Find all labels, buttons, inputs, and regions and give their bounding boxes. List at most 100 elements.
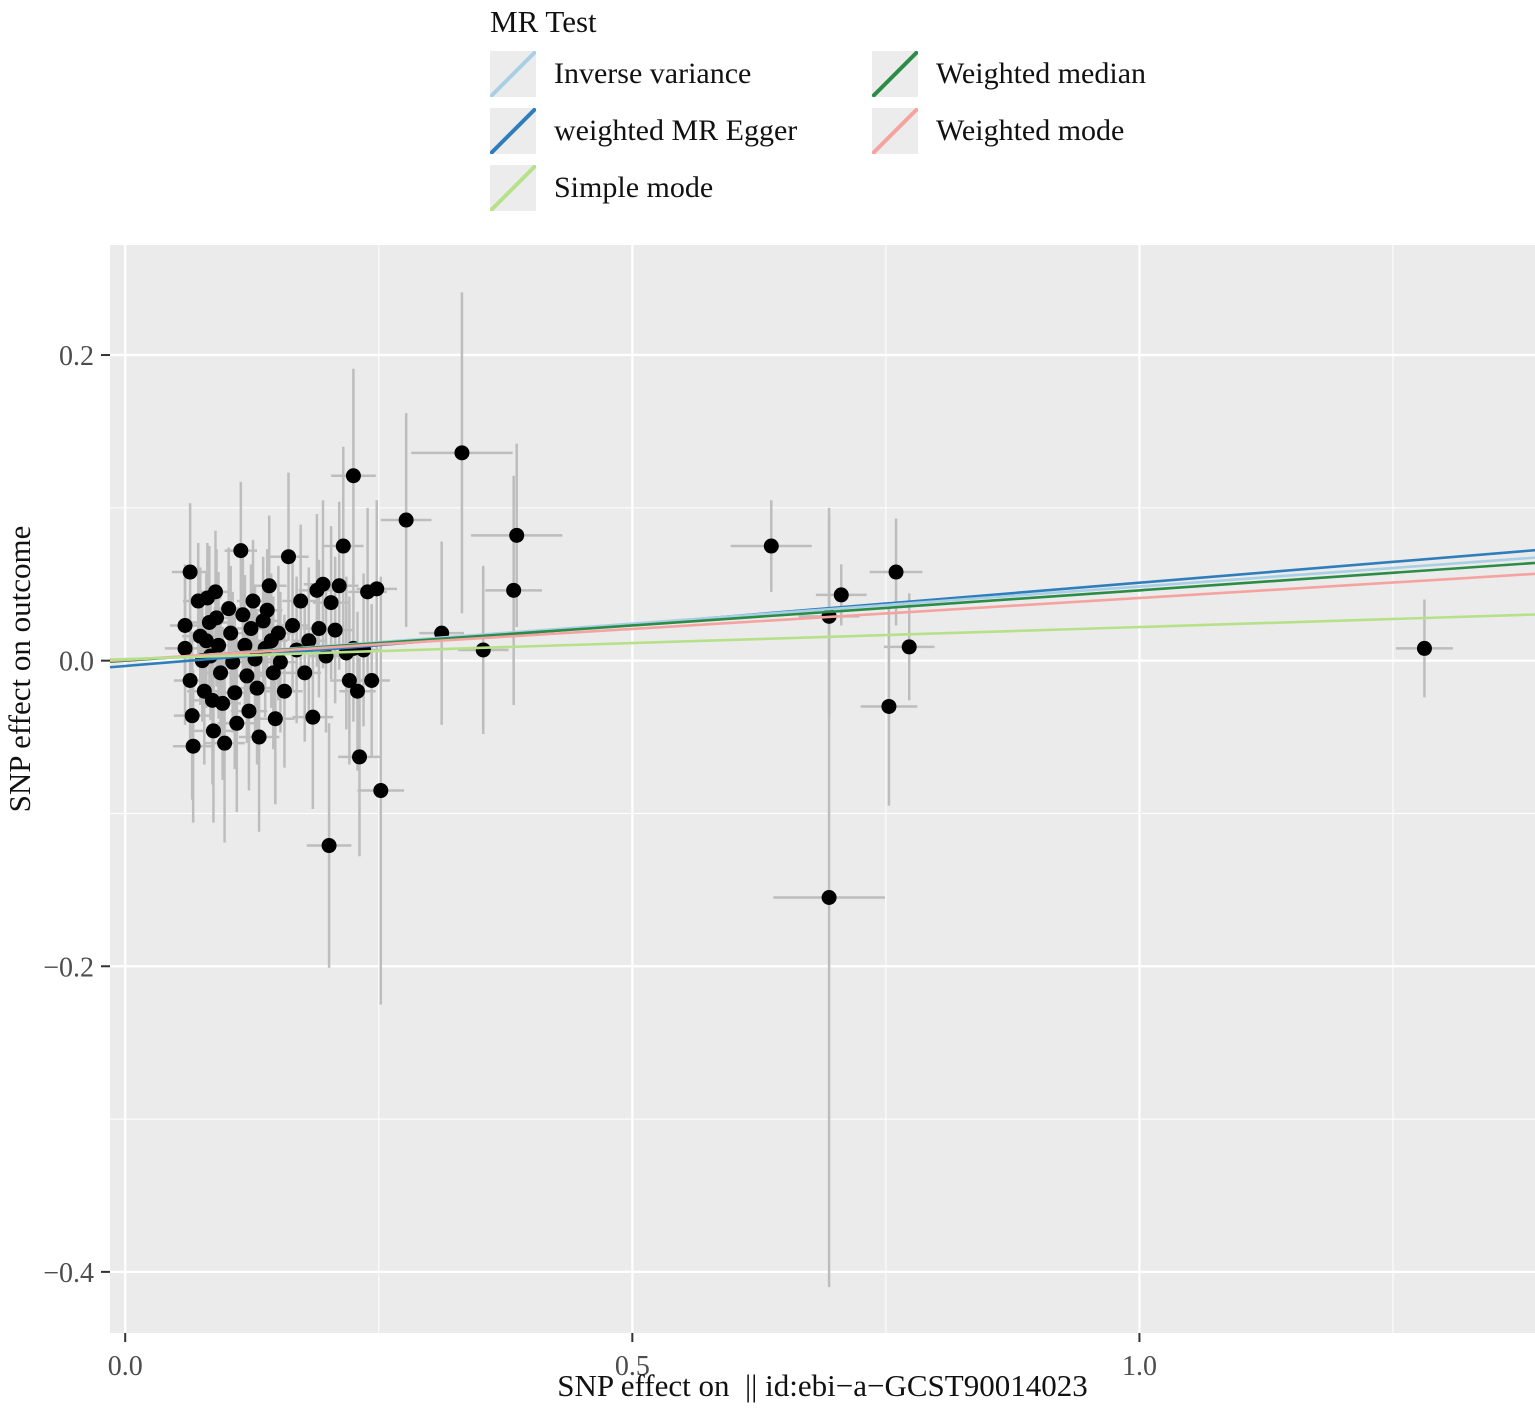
legend-entry-label: Inverse variance (554, 57, 752, 90)
data-point (239, 668, 255, 684)
data-point (352, 749, 368, 765)
regression-line-simple-mode (109, 613, 1535, 661)
legend-entry-label: Weighted mode (936, 114, 1125, 147)
data-point (233, 543, 249, 559)
data-point (182, 564, 198, 580)
data-point (881, 698, 897, 714)
y-tick-label: −0.2 (43, 952, 94, 983)
data-point (184, 708, 200, 724)
legend-key-line-icon (490, 51, 536, 97)
data-point (888, 564, 904, 580)
legend-column-1: Inverse variance weighted MR Egger Simpl… (490, 50, 872, 221)
data-point (267, 711, 283, 727)
data-point (297, 665, 313, 681)
data-point (245, 593, 261, 609)
legend-entry-inverse-variance-weighted: Inverse variance (490, 50, 872, 98)
legend-key-swatch (872, 51, 918, 97)
data-point (475, 642, 491, 658)
data-point (211, 637, 227, 653)
x-tick-label: 0.5 (615, 1351, 650, 1382)
data-point (305, 709, 321, 725)
data-point (763, 538, 779, 554)
legend-key-swatch (872, 108, 918, 154)
data-point (364, 673, 380, 689)
data-point (217, 735, 233, 751)
data-point (207, 584, 223, 600)
data-point (249, 680, 265, 696)
legend-key-line-icon (872, 51, 918, 97)
data-point (177, 617, 193, 633)
data-point (341, 673, 357, 689)
x-tick-label: 0.0 (108, 1351, 143, 1382)
data-point (345, 468, 361, 484)
data-point (235, 607, 251, 623)
data-point (237, 637, 253, 653)
data-point (281, 549, 297, 565)
data-point (373, 783, 389, 799)
data-point (285, 617, 301, 633)
data-point (821, 889, 837, 905)
data-point (331, 578, 347, 594)
data-point (182, 673, 198, 689)
data-point (1416, 640, 1432, 656)
regression-line-weighted-mode (109, 572, 1535, 663)
x-tick-label: 1.0 (1122, 1351, 1157, 1382)
data-point (315, 576, 331, 592)
data-point (261, 578, 277, 594)
legend-key-swatch (490, 51, 536, 97)
data-point (177, 640, 193, 656)
legend-key-line-icon (872, 108, 918, 154)
legend: MR Test Inverse variance weighted MR Egg… (490, 4, 1146, 221)
data-point (259, 602, 275, 618)
data-point (833, 587, 849, 603)
data-point (213, 665, 229, 681)
legend-entry-mr-egger: weighted MR Egger (490, 107, 872, 155)
legend-key-swatch (490, 108, 536, 154)
data-point (270, 625, 286, 641)
legend-title: MR Test (490, 4, 597, 39)
data-point (265, 665, 281, 681)
legend-entry-label: weighted MR Egger (554, 114, 798, 147)
y-tick-label: 0.0 (59, 647, 94, 678)
data-point (327, 622, 343, 638)
data-point (311, 621, 327, 637)
legend-entry-label: Weighted median (936, 57, 1147, 90)
data-point (185, 738, 201, 754)
data-point (506, 582, 522, 598)
data-point (215, 695, 231, 711)
data-point (454, 445, 470, 461)
y-axis-title: SNP effect on outcome (2, 526, 37, 813)
data-point (901, 639, 917, 655)
data-point (509, 527, 525, 543)
y-tick-label: 0.2 (59, 341, 94, 372)
data-point (276, 683, 292, 699)
data-point (241, 703, 257, 719)
legend-entry-simple-mode: Simple mode (490, 164, 872, 212)
x-axis-title: SNP effect on || id:ebi−a−GCST90014023 (557, 1368, 1087, 1403)
data-point (205, 723, 221, 739)
data-point (323, 595, 339, 611)
legend-entry-label: Simple mode (554, 171, 714, 204)
data-point (208, 610, 224, 626)
legend-column-2: Weighted median Weighted mode (872, 50, 1146, 164)
legend-key-line-icon (490, 108, 536, 154)
data-point (223, 625, 239, 641)
data-point (369, 581, 385, 597)
data-point (335, 538, 351, 554)
data-point (321, 838, 337, 854)
data-point (227, 685, 243, 701)
data-point (251, 729, 267, 745)
legend-entry-weighted-median: Weighted median (872, 50, 1146, 98)
data-point (398, 512, 414, 528)
data-point (272, 654, 288, 670)
data-point (349, 683, 365, 699)
data-point (293, 593, 309, 609)
data-point (243, 621, 259, 637)
legend-body: Inverse variance weighted MR Egger Simpl… (490, 50, 1146, 221)
data-point (229, 715, 245, 731)
legend-key-swatch (490, 165, 536, 211)
plot-panel (110, 245, 1535, 1333)
data-point (301, 633, 317, 649)
